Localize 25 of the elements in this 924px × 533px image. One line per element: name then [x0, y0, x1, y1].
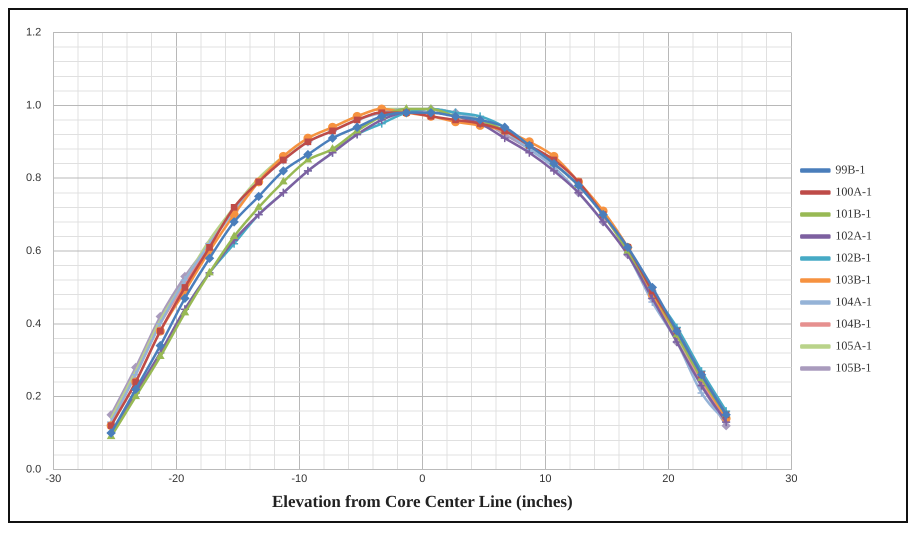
legend-label: 103B-1 [835, 272, 872, 287]
y-tick-label: 0.4 [26, 318, 42, 330]
x-axis-title: Elevation from Core Center Line (inches) [272, 492, 573, 512]
y-tick-label: 0.8 [26, 172, 42, 184]
legend-label: 102B-1 [835, 250, 872, 265]
legend-label: 102A-1 [835, 228, 872, 243]
legend-label: 100A-1 [835, 184, 872, 199]
legend-label: 99B-1 [835, 162, 866, 177]
x-tick-label: -30 [45, 473, 62, 486]
legend-label: 104B-1 [835, 316, 872, 331]
x-tick-label: 0 [419, 473, 426, 486]
y-tick-label: 0.6 [26, 245, 42, 258]
legend-label: 105A-1 [835, 338, 872, 353]
x-tick-label: 20 [662, 473, 674, 486]
legend-label: 105B-1 [835, 360, 872, 375]
y-tick-label: 0.2 [26, 390, 42, 403]
x-tick-label: -10 [291, 473, 308, 486]
x-tick-label: 10 [539, 473, 552, 486]
legend-label: 101B-1 [835, 206, 872, 221]
x-tick-label: 30 [785, 473, 798, 486]
y-tick-label: 0.0 [26, 463, 42, 476]
legend-label: 104A-1 [835, 294, 872, 309]
y-tick-label: 1.0 [26, 99, 42, 112]
y-tick-label: 1.2 [26, 26, 42, 39]
x-tick-label: -20 [168, 473, 184, 486]
